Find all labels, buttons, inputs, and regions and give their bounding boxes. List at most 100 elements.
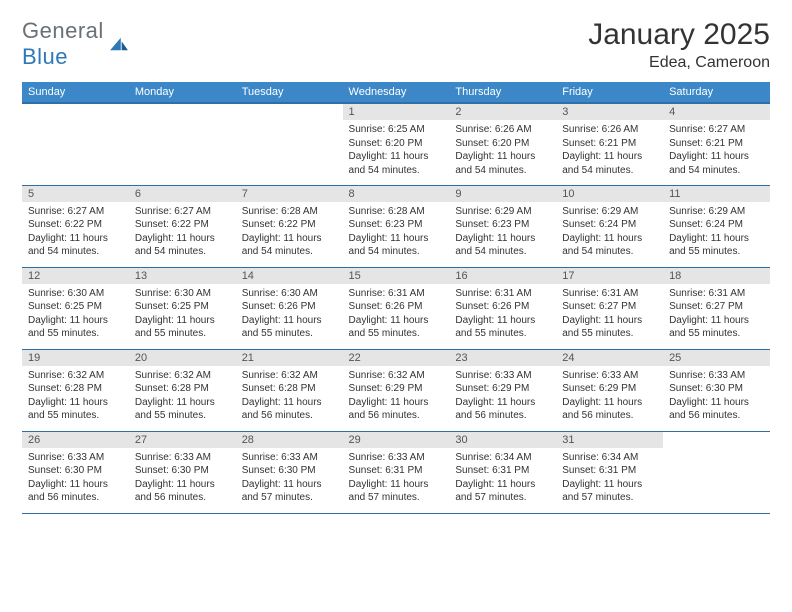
- day-body: Sunrise: 6:29 AMSunset: 6:24 PMDaylight:…: [663, 202, 770, 263]
- sunset-line: Sunset: 6:20 PM: [349, 137, 444, 151]
- logo-text: General Blue: [22, 18, 104, 70]
- calendar-table: SundayMondayTuesdayWednesdayThursdayFrid…: [22, 82, 770, 514]
- sunset-line: Sunset: 6:22 PM: [242, 218, 337, 232]
- daylight-line: Daylight: 11 hours and 55 minutes.: [28, 314, 123, 341]
- calendar-cell: 23Sunrise: 6:33 AMSunset: 6:29 PMDayligh…: [449, 349, 556, 431]
- calendar-cell: 3Sunrise: 6:26 AMSunset: 6:21 PMDaylight…: [556, 103, 663, 185]
- daylight-line: Daylight: 11 hours and 56 minutes.: [349, 396, 444, 423]
- day-body: Sunrise: 6:33 AMSunset: 6:30 PMDaylight:…: [663, 366, 770, 427]
- day-number: 10: [556, 186, 663, 202]
- day-number: 14: [236, 268, 343, 284]
- day-number: 21: [236, 350, 343, 366]
- day-number: 7: [236, 186, 343, 202]
- sunrise-line: Sunrise: 6:27 AM: [28, 205, 123, 219]
- sunrise-line: Sunrise: 6:33 AM: [562, 369, 657, 383]
- sunset-line: Sunset: 6:23 PM: [455, 218, 550, 232]
- calendar-cell: 12Sunrise: 6:30 AMSunset: 6:25 PMDayligh…: [22, 267, 129, 349]
- calendar-cell: 2Sunrise: 6:26 AMSunset: 6:20 PMDaylight…: [449, 103, 556, 185]
- day-body: Sunrise: 6:31 AMSunset: 6:27 PMDaylight:…: [663, 284, 770, 345]
- day-number: 9: [449, 186, 556, 202]
- day-body: Sunrise: 6:29 AMSunset: 6:23 PMDaylight:…: [449, 202, 556, 263]
- calendar-cell: 28Sunrise: 6:33 AMSunset: 6:30 PMDayligh…: [236, 431, 343, 513]
- calendar-row: 12Sunrise: 6:30 AMSunset: 6:25 PMDayligh…: [22, 267, 770, 349]
- sunset-line: Sunset: 6:26 PM: [242, 300, 337, 314]
- calendar-cell: [129, 103, 236, 185]
- calendar-cell: 20Sunrise: 6:32 AMSunset: 6:28 PMDayligh…: [129, 349, 236, 431]
- daylight-line: Daylight: 11 hours and 56 minutes.: [669, 396, 764, 423]
- sunset-line: Sunset: 6:31 PM: [562, 464, 657, 478]
- sunset-line: Sunset: 6:26 PM: [349, 300, 444, 314]
- daylight-line: Daylight: 11 hours and 56 minutes.: [562, 396, 657, 423]
- daylight-line: Daylight: 11 hours and 55 minutes.: [349, 314, 444, 341]
- day-body: Sunrise: 6:34 AMSunset: 6:31 PMDaylight:…: [449, 448, 556, 509]
- sunrise-line: Sunrise: 6:26 AM: [562, 123, 657, 137]
- sunrise-line: Sunrise: 6:30 AM: [135, 287, 230, 301]
- day-number: 22: [343, 350, 450, 366]
- sunrise-line: Sunrise: 6:25 AM: [349, 123, 444, 137]
- calendar-cell: [22, 103, 129, 185]
- day-number: 20: [129, 350, 236, 366]
- sunset-line: Sunset: 6:25 PM: [28, 300, 123, 314]
- sunset-line: Sunset: 6:30 PM: [135, 464, 230, 478]
- sunset-line: Sunset: 6:27 PM: [562, 300, 657, 314]
- day-number: 8: [343, 186, 450, 202]
- day-number: 25: [663, 350, 770, 366]
- day-number: 5: [22, 186, 129, 202]
- logo-part2: Blue: [22, 44, 68, 69]
- day-number: 15: [343, 268, 450, 284]
- day-body: Sunrise: 6:32 AMSunset: 6:28 PMDaylight:…: [236, 366, 343, 427]
- day-number: 16: [449, 268, 556, 284]
- sunset-line: Sunset: 6:28 PM: [28, 382, 123, 396]
- header: General Blue January 2025 Edea, Cameroon: [22, 18, 770, 72]
- sunrise-line: Sunrise: 6:31 AM: [349, 287, 444, 301]
- day-number: 28: [236, 432, 343, 448]
- day-number: 1: [343, 104, 450, 120]
- day-number: 12: [22, 268, 129, 284]
- weekday-header: Tuesday: [236, 82, 343, 103]
- title-block: January 2025 Edea, Cameroon: [588, 18, 770, 72]
- day-body: Sunrise: 6:33 AMSunset: 6:30 PMDaylight:…: [236, 448, 343, 509]
- sunrise-line: Sunrise: 6:33 AM: [28, 451, 123, 465]
- day-body: Sunrise: 6:30 AMSunset: 6:25 PMDaylight:…: [22, 284, 129, 345]
- daylight-line: Daylight: 11 hours and 56 minutes.: [135, 478, 230, 505]
- calendar-cell: 26Sunrise: 6:33 AMSunset: 6:30 PMDayligh…: [22, 431, 129, 513]
- daylight-line: Daylight: 11 hours and 56 minutes.: [28, 478, 123, 505]
- day-body: Sunrise: 6:28 AMSunset: 6:23 PMDaylight:…: [343, 202, 450, 263]
- day-body: Sunrise: 6:32 AMSunset: 6:28 PMDaylight:…: [22, 366, 129, 427]
- day-body: Sunrise: 6:27 AMSunset: 6:22 PMDaylight:…: [129, 202, 236, 263]
- sunrise-line: Sunrise: 6:32 AM: [242, 369, 337, 383]
- sunrise-line: Sunrise: 6:31 AM: [669, 287, 764, 301]
- day-number: 27: [129, 432, 236, 448]
- daylight-line: Daylight: 11 hours and 56 minutes.: [242, 396, 337, 423]
- day-body: Sunrise: 6:33 AMSunset: 6:29 PMDaylight:…: [449, 366, 556, 427]
- calendar-cell: 25Sunrise: 6:33 AMSunset: 6:30 PMDayligh…: [663, 349, 770, 431]
- sunrise-line: Sunrise: 6:30 AM: [28, 287, 123, 301]
- sunset-line: Sunset: 6:29 PM: [455, 382, 550, 396]
- day-body: Sunrise: 6:25 AMSunset: 6:20 PMDaylight:…: [343, 120, 450, 181]
- calendar-cell: 24Sunrise: 6:33 AMSunset: 6:29 PMDayligh…: [556, 349, 663, 431]
- daylight-line: Daylight: 11 hours and 54 minutes.: [455, 150, 550, 177]
- sunset-line: Sunset: 6:30 PM: [28, 464, 123, 478]
- day-number: 6: [129, 186, 236, 202]
- day-body: Sunrise: 6:34 AMSunset: 6:31 PMDaylight:…: [556, 448, 663, 509]
- day-body: Sunrise: 6:33 AMSunset: 6:30 PMDaylight:…: [129, 448, 236, 509]
- sunrise-line: Sunrise: 6:33 AM: [349, 451, 444, 465]
- day-body: Sunrise: 6:29 AMSunset: 6:24 PMDaylight:…: [556, 202, 663, 263]
- logo-sail-icon: [108, 36, 130, 52]
- sunrise-line: Sunrise: 6:32 AM: [28, 369, 123, 383]
- weekday-header: Sunday: [22, 82, 129, 103]
- weekday-header: Saturday: [663, 82, 770, 103]
- calendar-cell: 13Sunrise: 6:30 AMSunset: 6:25 PMDayligh…: [129, 267, 236, 349]
- day-number: 11: [663, 186, 770, 202]
- sunset-line: Sunset: 6:24 PM: [562, 218, 657, 232]
- daylight-line: Daylight: 11 hours and 55 minutes.: [28, 396, 123, 423]
- weekday-header: Friday: [556, 82, 663, 103]
- calendar-cell: 17Sunrise: 6:31 AMSunset: 6:27 PMDayligh…: [556, 267, 663, 349]
- calendar-cell: 14Sunrise: 6:30 AMSunset: 6:26 PMDayligh…: [236, 267, 343, 349]
- daylight-line: Daylight: 11 hours and 54 minutes.: [349, 232, 444, 259]
- daylight-line: Daylight: 11 hours and 55 minutes.: [135, 314, 230, 341]
- sunrise-line: Sunrise: 6:32 AM: [349, 369, 444, 383]
- day-body: Sunrise: 6:30 AMSunset: 6:26 PMDaylight:…: [236, 284, 343, 345]
- daylight-line: Daylight: 11 hours and 55 minutes.: [455, 314, 550, 341]
- sunset-line: Sunset: 6:20 PM: [455, 137, 550, 151]
